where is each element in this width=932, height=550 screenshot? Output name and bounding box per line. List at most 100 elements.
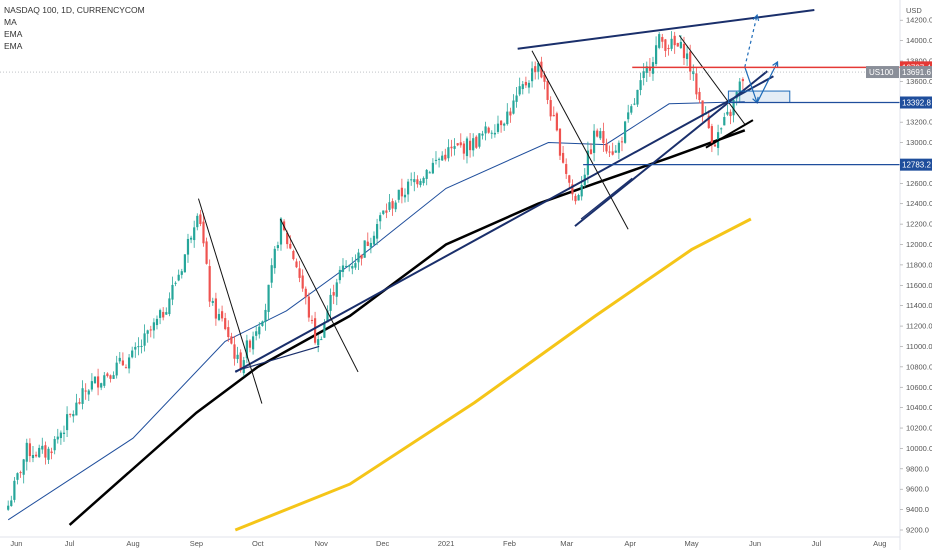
candle-body [664, 39, 667, 51]
indicator-ma[interactable]: MA [4, 17, 17, 27]
price-tick-label: 12600.0 [906, 179, 932, 188]
price-tick-label: 13000.0 [906, 138, 932, 147]
candle-body [639, 80, 642, 91]
price-tick-label: 13800.0 [906, 56, 932, 65]
candle-body [65, 414, 69, 431]
candle-body [444, 154, 447, 160]
candle-body [168, 298, 171, 315]
candle-body [13, 480, 16, 500]
candle-body [558, 128, 562, 156]
levels-group [0, 66, 900, 166]
candle-body [298, 268, 301, 278]
candle-body [549, 100, 552, 117]
candle-body [577, 195, 580, 201]
candle-body [654, 45, 658, 65]
candle-body [255, 331, 258, 336]
candle-body [267, 284, 270, 312]
candle-body [586, 150, 589, 175]
candle-body [437, 158, 441, 160]
candle-body [251, 336, 255, 350]
candle-body [602, 131, 605, 144]
candle-body [589, 149, 593, 155]
candle-body [713, 144, 717, 147]
candle-body [177, 274, 180, 281]
candle-body [416, 179, 419, 185]
price-tick-label: 10200.0 [906, 424, 932, 433]
time-tick-label: Aug [126, 539, 139, 548]
candle-body [431, 162, 434, 174]
candle-body [208, 266, 211, 302]
price-tick-label: 11400.0 [906, 301, 932, 310]
candle-body [537, 62, 540, 72]
symbol-title[interactable]: NASDAQ 100, 1D, CURRENCYCOM [4, 5, 145, 15]
candle-body [462, 143, 465, 154]
candle-body [78, 402, 81, 404]
candle-body [137, 346, 140, 348]
candle-body [503, 123, 506, 126]
candle-body [623, 121, 627, 143]
candle-body [627, 112, 630, 120]
price-tick-label: 13600.0 [906, 77, 932, 86]
price-tick-label: 12400.0 [906, 199, 932, 208]
time-tick-label: May [684, 539, 698, 548]
time-tick-label: Sep [190, 539, 203, 548]
ema-slow-line [234, 217, 752, 532]
candle-body [490, 132, 493, 134]
candle-body [245, 340, 248, 359]
candle-body [189, 237, 193, 240]
candle-body [543, 74, 546, 82]
candle-body [633, 103, 636, 105]
candle-body [710, 126, 713, 144]
candle-body [109, 375, 112, 379]
candle-body [534, 66, 537, 73]
drawings-group [197, 9, 815, 404]
time-tick-label: Jul [65, 539, 75, 548]
candle-body [230, 336, 233, 344]
indicator-ema-2[interactable]: EMA [4, 41, 23, 51]
candle-body [313, 318, 317, 343]
candle-body [599, 131, 602, 139]
candle-body [580, 184, 583, 197]
consolidation-box [727, 90, 791, 103]
candle-body [493, 132, 496, 135]
candle-body [382, 210, 385, 214]
candle-body [372, 235, 376, 245]
moving-averages [7, 101, 752, 532]
candle-body [459, 142, 462, 146]
price-tick-label: 10800.0 [906, 362, 932, 371]
candle-body [199, 214, 202, 225]
candle-body [320, 339, 323, 341]
candle-body [171, 284, 174, 300]
candle-body [286, 232, 289, 245]
candle-body [220, 311, 224, 319]
candle-body [608, 151, 611, 153]
candle-body [304, 288, 307, 298]
time-axis[interactable]: Jun Jul Aug Sep Oct Nov Dec 2021 Feb Mar Apr May Jun… [10, 539, 886, 548]
lower-trendline [234, 75, 774, 373]
candle-body [93, 376, 97, 384]
candle-body [134, 346, 137, 350]
upper-trendline [517, 9, 815, 50]
candle-body [465, 138, 469, 157]
price-axis-unit: USD [906, 6, 922, 15]
candle-body [25, 442, 28, 462]
candle-body [403, 194, 407, 198]
candle-body [155, 318, 159, 326]
candle-body [112, 375, 115, 379]
candle-body [115, 362, 118, 376]
candle-body [397, 189, 400, 200]
chart-legend: NASDAQ 100, 1D, CURRENCYCOM MA EMA EMA [4, 4, 145, 52]
candle-body [605, 143, 608, 152]
channel-line [235, 345, 320, 372]
time-tick-label: Aug [873, 539, 886, 548]
candle-body [685, 53, 689, 60]
projection-arrow-up [744, 14, 758, 68]
candle-body [645, 66, 648, 73]
candle-body [546, 81, 549, 100]
indicator-ema-1[interactable]: EMA [4, 29, 23, 39]
price-tick-label: 9200.0 [906, 526, 929, 535]
candle-body [217, 314, 221, 320]
projection-arrow-down [744, 66, 758, 103]
